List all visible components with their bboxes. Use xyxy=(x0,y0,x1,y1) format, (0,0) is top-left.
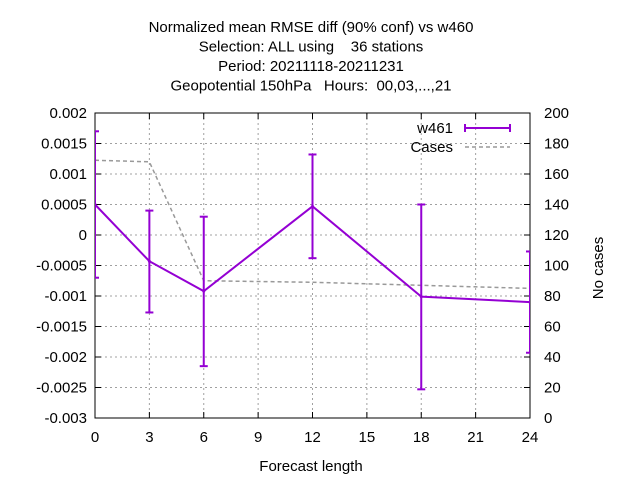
w461-line xyxy=(95,203,530,304)
y2-tick-label: 180 xyxy=(544,136,569,153)
y2-tick-label: 160 xyxy=(544,166,569,183)
y-tick-label: 0.0015 xyxy=(41,136,87,153)
y2-tick-label: 40 xyxy=(544,349,561,366)
x-axis-label: Forecast length xyxy=(259,458,362,475)
y2-axis-label: No cases xyxy=(590,237,607,300)
y2-tick-label: 140 xyxy=(544,197,569,214)
y-tick-label: 0.002 xyxy=(49,105,87,122)
w461-point xyxy=(528,300,530,304)
x-tick-label: 9 xyxy=(254,429,262,446)
y-tick-label: -0.0005 xyxy=(36,258,87,275)
y-tick-label: -0.002 xyxy=(44,349,87,366)
legend: w461 Cases xyxy=(410,120,511,156)
legend-label-w461: w461 xyxy=(416,120,453,137)
axis-ticks: 0 3 6 9 12 15 18 21 24 -0.003 -0.0025 -0.002 -0.0015… xyxy=(36,105,569,446)
y2-tick-label: 20 xyxy=(544,380,561,397)
w461-point xyxy=(95,203,97,206)
y-tick-label: 0 xyxy=(79,227,87,244)
y-tick-label: 0.0005 xyxy=(41,197,87,214)
y-tick-label: -0.0015 xyxy=(36,319,87,336)
x-tick-label: 0 xyxy=(91,429,99,446)
title-line: Normalized mean RMSE diff (90% conf) vs … xyxy=(149,19,474,36)
w461-series xyxy=(95,130,530,391)
x-tick-label: 3 xyxy=(145,429,153,446)
x-tick-label: 6 xyxy=(200,429,208,446)
y2-tick-label: 60 xyxy=(544,319,561,336)
y-tick-label: 0.001 xyxy=(49,166,87,183)
y-tick-label: -0.001 xyxy=(44,288,87,305)
x-tick-label: 24 xyxy=(522,429,539,446)
w461-point xyxy=(147,259,151,263)
chart-title: Normalized mean RMSE diff (90% conf) vs … xyxy=(149,19,474,95)
y-tick-label: -0.0025 xyxy=(36,380,87,397)
y2-tick-label: 120 xyxy=(544,227,569,244)
x-tick-label: 12 xyxy=(304,429,321,446)
title-line: Geopotential 150hPa Hours: 00,03,...,21 xyxy=(170,78,451,95)
w461-point xyxy=(419,295,423,299)
legend-label-cases: Cases xyxy=(410,139,453,156)
title-line: Period: 20211118-20211231 xyxy=(218,58,404,75)
x-tick-label: 18 xyxy=(413,429,430,446)
y2-tick-label: 0 xyxy=(544,410,552,427)
title-line: Selection: ALL using 36 stations xyxy=(199,39,424,56)
w461-point xyxy=(202,289,206,293)
y2-tick-label: 80 xyxy=(544,288,561,305)
y2-tick-label: 100 xyxy=(544,258,569,275)
x-tick-label: 21 xyxy=(467,429,484,446)
y2-tick-label: 200 xyxy=(544,105,569,122)
w461-point xyxy=(311,204,314,208)
x-tick-label: 15 xyxy=(359,429,376,446)
y-tick-label: -0.003 xyxy=(44,410,87,427)
series-layer xyxy=(94,130,531,391)
cases-line xyxy=(94,159,531,290)
